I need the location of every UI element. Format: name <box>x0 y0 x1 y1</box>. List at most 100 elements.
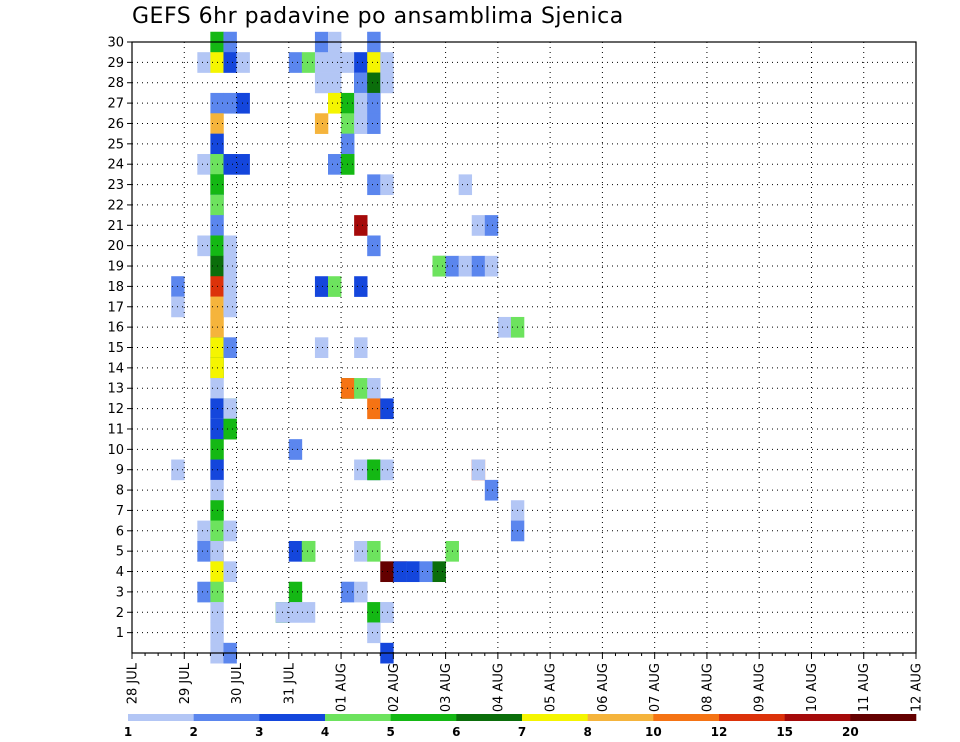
heatmap-cell <box>314 337 329 358</box>
x-axis: 28 JUL 29 JUL 30 JUL 31 JUL 01 AUG 02 AUG 03 A… <box>126 653 925 712</box>
heatmap-cell <box>393 561 407 583</box>
heatmap-cell <box>314 72 329 94</box>
colorbar-label: 4 <box>321 725 329 739</box>
y-tick-label: 13 <box>107 382 124 397</box>
y-tick-label: 24 <box>107 158 124 173</box>
colorbar-label: 5 <box>386 725 394 739</box>
heatmap-cell <box>354 276 368 297</box>
y-tick-label: 8 <box>116 484 124 499</box>
y-tick-label: 17 <box>107 300 124 315</box>
colorbar-swatch <box>128 714 194 721</box>
heatmap-cell <box>471 459 486 481</box>
y-tick-label: 18 <box>107 280 124 295</box>
y-tick-label: 2 <box>116 606 124 621</box>
heatmap-cell <box>458 174 473 196</box>
heatmap-cell <box>367 540 381 562</box>
heatmap-cell <box>197 235 211 257</box>
colorbar-swatch <box>193 714 260 721</box>
colorbar-swatch <box>587 714 654 721</box>
heatmap-cell <box>314 52 329 73</box>
heatmap-cell <box>484 255 499 277</box>
colorbar-label: 1 <box>124 725 132 739</box>
heatmap-cell <box>354 52 368 73</box>
y-tick-label: 7 <box>116 504 124 519</box>
heatmap-cell <box>380 398 394 420</box>
heatmap-cell <box>367 92 381 114</box>
heatmap-cell <box>328 52 342 73</box>
colorbar-swatch <box>325 714 391 721</box>
heatmap-cell <box>354 378 368 399</box>
heatmap-cell <box>497 316 512 338</box>
x-tick-label: 05 AUG <box>544 663 559 712</box>
heatmap-cell <box>288 52 303 73</box>
heatmap-cell <box>301 52 316 73</box>
x-tick-label: 03 AUG <box>439 663 454 712</box>
heatmap-cell <box>380 52 394 73</box>
heatmap-cell <box>223 92 237 114</box>
x-tick-label: 31 JUL <box>282 662 297 704</box>
heatmap-cell <box>354 581 368 603</box>
y-tick-label: 21 <box>107 219 124 234</box>
heatmap-cell <box>223 398 237 420</box>
heatmap-cell <box>223 235 237 257</box>
heatmap-cell <box>354 459 368 481</box>
heatmap-cell <box>197 520 211 542</box>
y-tick-label: 1 <box>116 626 124 641</box>
y-axis: 1234567891011121314151617181920212223242… <box>107 36 132 641</box>
x-tick-label: 12 AUG <box>910 663 925 712</box>
heatmap-cell <box>367 602 381 623</box>
y-tick-label: 22 <box>107 198 124 213</box>
heatmap-cell <box>432 255 446 277</box>
y-tick-label: 29 <box>107 56 124 71</box>
y-tick-label: 6 <box>116 524 124 539</box>
y-tick-label: 16 <box>107 321 124 336</box>
x-tick-label: 11 AUG <box>857 663 872 712</box>
colorbar-label: 12 <box>711 725 728 739</box>
heatmap-cell <box>288 581 303 603</box>
x-tick-label: 30 JUL <box>230 662 245 704</box>
heatmap-cell <box>458 255 473 277</box>
heatmap-cell <box>354 337 368 358</box>
y-tick-label: 11 <box>107 422 124 437</box>
heatmap-cell <box>367 174 381 196</box>
x-tick-label: 01 AUG <box>335 663 350 712</box>
heatmap-cell <box>367 52 381 73</box>
heatmap-cell <box>197 581 211 603</box>
heatmap-cell <box>236 154 250 175</box>
y-tick-label: 20 <box>107 239 124 254</box>
y-tick-label: 30 <box>107 36 124 51</box>
heatmap-cell <box>484 215 499 236</box>
heatmap-cell <box>223 418 237 440</box>
y-tick-label: 28 <box>107 76 124 91</box>
x-tick-label: 07 AUG <box>648 663 663 712</box>
x-tick-label: 06 AUG <box>596 663 611 712</box>
heatmap-cell <box>471 255 486 277</box>
heatmap-cell <box>367 398 381 420</box>
heatmap-cell <box>380 459 394 481</box>
heatmap-cell <box>197 154 211 175</box>
heatmap-cell <box>223 337 237 358</box>
heatmap-cell <box>223 296 237 318</box>
chart-title: GEFS 6hr padavine po ansamblima Sjenica <box>132 4 624 29</box>
y-tick-label: 10 <box>107 443 124 458</box>
heatmap-cell <box>328 92 342 114</box>
x-tick-label: 04 AUG <box>491 663 506 712</box>
y-tick-label: 9 <box>116 463 124 478</box>
heatmap-cell <box>380 602 394 623</box>
x-tick-label: 29 JUL <box>178 662 193 704</box>
heatmap-cell <box>354 215 368 236</box>
heatmap-cell <box>380 174 394 196</box>
colorbar-label: 3 <box>255 725 263 739</box>
heatmap-cell <box>367 72 381 94</box>
heatmap-cell <box>314 113 329 134</box>
colorbar-swatch <box>719 714 785 721</box>
heatmap-cell <box>471 215 486 236</box>
colorbar-swatch <box>259 714 326 721</box>
y-tick-label: 27 <box>107 97 124 112</box>
heatmap-cell <box>223 276 237 297</box>
heatmap-cell <box>354 72 368 94</box>
colorbar-label: 7 <box>518 725 526 739</box>
y-tick-label: 23 <box>107 178 124 193</box>
colorbar: 1 2 3 4 5 6 7 8 10 12 15 20 <box>124 714 917 739</box>
heatmap-cell <box>406 561 420 583</box>
